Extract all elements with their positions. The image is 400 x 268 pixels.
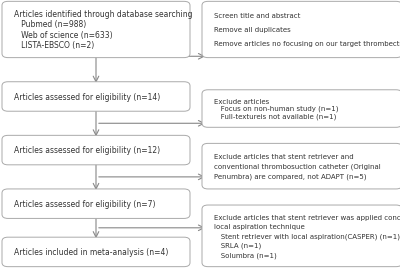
- Text: Articles assessed for eligibility (n=7): Articles assessed for eligibility (n=7): [14, 200, 156, 209]
- Text: Remove all duplicates: Remove all duplicates: [214, 27, 291, 33]
- Text: Remove articles no focusing on our target thrombectomy devices: Remove articles no focusing on our targe…: [214, 41, 400, 47]
- Text: Penumbra) are compared, not ADAPT (n=5): Penumbra) are compared, not ADAPT (n=5): [214, 174, 366, 180]
- Text: conventional thrombosuction catheter (Original: conventional thrombosuction catheter (Or…: [214, 163, 381, 170]
- Text: Pubmed (n=988): Pubmed (n=988): [14, 20, 86, 29]
- Text: SRLA (n=1): SRLA (n=1): [214, 243, 261, 249]
- Text: Exclude articles: Exclude articles: [214, 99, 269, 105]
- Text: LISTA-EBSCO (n=2): LISTA-EBSCO (n=2): [14, 41, 94, 50]
- FancyBboxPatch shape: [2, 189, 190, 218]
- Text: Exclude articles that stent retriever and: Exclude articles that stent retriever an…: [214, 154, 354, 159]
- FancyBboxPatch shape: [2, 82, 190, 111]
- Text: Articles assessed for eligibility (n=12): Articles assessed for eligibility (n=12): [14, 146, 160, 155]
- Text: Screen title and abstract: Screen title and abstract: [214, 13, 300, 19]
- Text: Web of science (n=633): Web of science (n=633): [14, 31, 113, 40]
- Text: Focus on non-human study (n=1): Focus on non-human study (n=1): [214, 106, 338, 113]
- FancyBboxPatch shape: [202, 143, 400, 189]
- FancyBboxPatch shape: [202, 1, 400, 58]
- FancyBboxPatch shape: [202, 90, 400, 127]
- Text: Articles identified through database searching: Articles identified through database sea…: [14, 10, 192, 19]
- Text: local aspiration technique: local aspiration technique: [214, 224, 305, 230]
- FancyBboxPatch shape: [2, 1, 190, 58]
- Text: Exclude articles that stent retriever was applied concurrently with: Exclude articles that stent retriever wa…: [214, 215, 400, 221]
- FancyBboxPatch shape: [202, 205, 400, 267]
- FancyBboxPatch shape: [2, 135, 190, 165]
- Text: Stent retriever with local aspiration(CASPER) (n=1): Stent retriever with local aspiration(CA…: [214, 233, 400, 240]
- FancyBboxPatch shape: [2, 237, 190, 267]
- Text: Articles assessed for eligibility (n=14): Articles assessed for eligibility (n=14): [14, 93, 160, 102]
- Text: Solumbra (n=1): Solumbra (n=1): [214, 252, 277, 259]
- Text: Articles included in meta-analysis (n=4): Articles included in meta-analysis (n=4): [14, 248, 168, 257]
- Text: Full-textureis not available (n=1): Full-textureis not available (n=1): [214, 114, 336, 120]
